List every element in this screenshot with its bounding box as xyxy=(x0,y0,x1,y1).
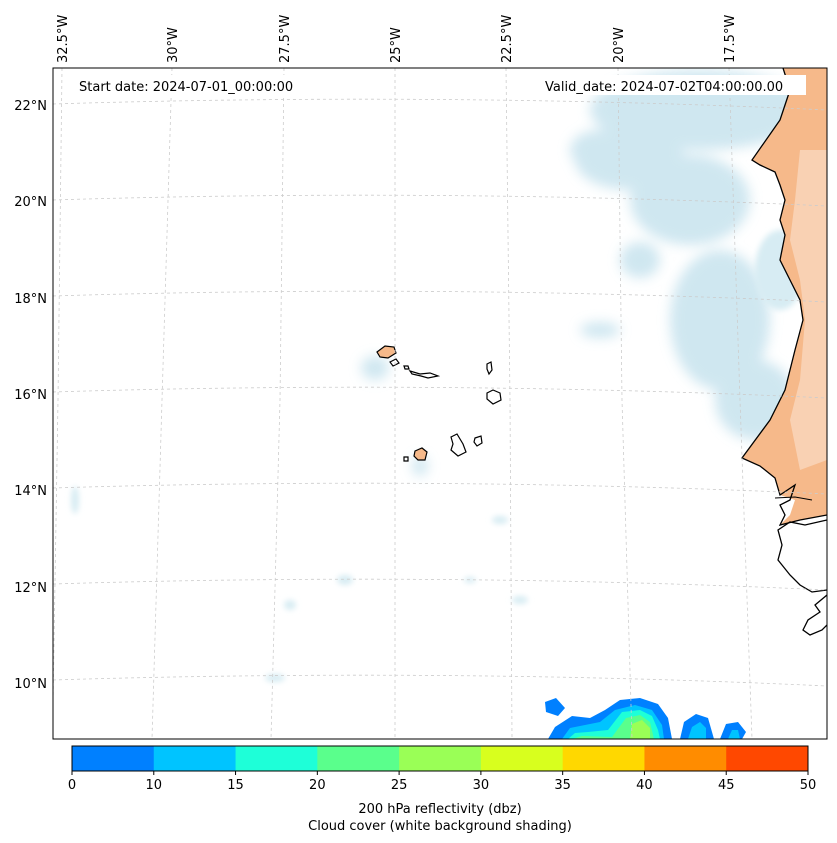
lat-label: 12°N xyxy=(14,581,47,596)
lat-label: 14°N xyxy=(14,484,47,499)
colorbar-swatch xyxy=(72,746,155,771)
island-maio xyxy=(473,435,483,447)
colorbar-tick-label: 20 xyxy=(309,778,326,793)
island-sao-vicente xyxy=(389,358,400,367)
island-fogo xyxy=(413,447,428,461)
island-santo-antao xyxy=(376,345,397,359)
start-date-label: Start date: 2024-07-01_00:00:00 xyxy=(79,80,293,95)
lon-label: 20°W xyxy=(612,27,627,63)
graticule xyxy=(53,68,827,739)
colorbar-tick-label: 10 xyxy=(146,778,163,793)
lat-label: 22°N xyxy=(14,99,47,114)
lon-label: 17.5°W xyxy=(723,15,738,63)
valid-date-label: Valid_date: 2024-07-02T04:00:00.00 xyxy=(545,80,783,95)
gambia-border xyxy=(774,496,813,501)
colorbar-swatch xyxy=(562,746,645,771)
island-santa-luzia xyxy=(403,365,410,370)
colorbar-tick-label: 15 xyxy=(227,778,244,793)
colorbar: 0 10 15 20 25 30 35 40 45 50 200 hPa reflectivity… xyxy=(68,745,816,834)
reflectivity-field xyxy=(545,698,746,739)
lon-label: 22.5°W xyxy=(500,15,515,63)
lat-label: 16°N xyxy=(14,388,47,403)
island-boa-vista xyxy=(486,389,502,405)
colorbar-swatch xyxy=(644,746,727,771)
latitude-labels: 22°N 20°N 18°N 16°N 14°N 12°N 10°N xyxy=(14,99,47,692)
colorbar-swatch xyxy=(399,746,482,771)
colorbar-swatch xyxy=(235,746,318,771)
land-africa-south xyxy=(780,515,827,600)
land-africa xyxy=(742,68,827,525)
colorbar-ticks: 0 10 15 20 25 30 35 40 45 50 xyxy=(68,771,816,793)
colorbar-swatches xyxy=(72,746,809,771)
island-brava xyxy=(403,456,409,462)
lat-label: 18°N xyxy=(14,292,47,307)
island-santiago xyxy=(450,433,467,457)
colorbar-tick-label: 0 xyxy=(68,778,76,793)
colorbar-swatch xyxy=(480,746,564,771)
colorbar-tick-label: 40 xyxy=(636,778,653,793)
map-frame xyxy=(52,67,828,740)
lon-label: 25°W xyxy=(389,27,404,63)
lat-label: 10°N xyxy=(14,677,47,692)
lat-label: 20°N xyxy=(14,195,47,210)
colorbar-tick-label: 25 xyxy=(391,778,408,793)
coastline-africa xyxy=(740,68,827,526)
lon-label: 27.5°W xyxy=(278,15,293,63)
island-sao-nicolau xyxy=(408,369,441,379)
colorbar-tick-label: 35 xyxy=(554,778,571,793)
colorbar-tick-label: 30 xyxy=(473,778,490,793)
island-sal xyxy=(486,361,493,376)
colorbar-label-line1: 200 hPa reflectivity (dbz) xyxy=(358,802,521,817)
coastline-guinea-bissau xyxy=(777,519,827,593)
lon-label: 30°W xyxy=(166,27,181,63)
land-inland-shading xyxy=(790,150,827,470)
colorbar-swatch xyxy=(153,746,237,771)
colorbar-swatch xyxy=(726,746,809,771)
lon-label: 32.5°W xyxy=(56,15,71,63)
colorbar-swatch xyxy=(317,746,400,771)
colorbar-label-line2: Cloud cover (white background shading) xyxy=(308,819,572,834)
coastline-guinea xyxy=(802,594,827,636)
cape-verde-islands xyxy=(376,345,502,462)
longitude-labels: 32.5°W 30°W 27.5°W 25°W 22.5°W 20°W 17.5… xyxy=(56,15,738,63)
colorbar-tick-label: 45 xyxy=(718,778,735,793)
colorbar-tick-label: 50 xyxy=(800,778,817,793)
map-area[interactable] xyxy=(53,68,827,739)
